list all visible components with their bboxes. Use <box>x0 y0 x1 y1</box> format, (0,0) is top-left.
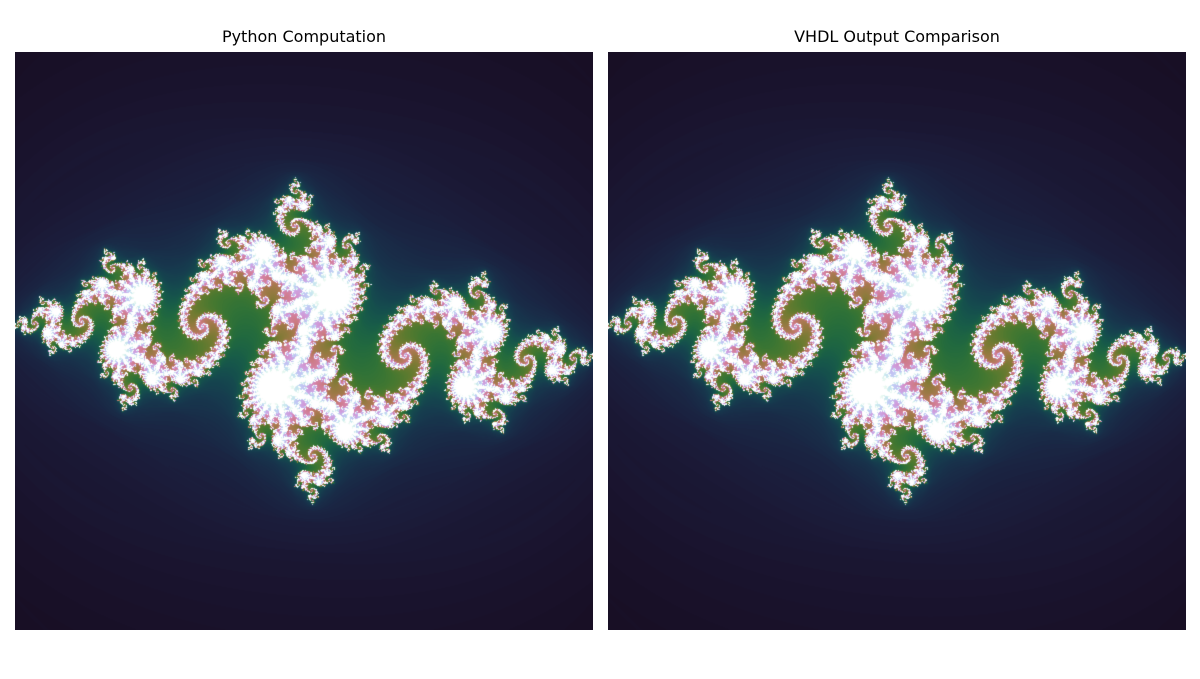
panel-title-vhdl: VHDL Output Comparison <box>794 27 1000 46</box>
panel-title-python: Python Computation <box>221 27 387 46</box>
vhdl-fractal-image <box>608 52 1186 630</box>
vhdl-fractal-canvas <box>608 52 1186 630</box>
python-fractal-image <box>15 52 593 630</box>
python-fractal-canvas <box>15 52 593 630</box>
